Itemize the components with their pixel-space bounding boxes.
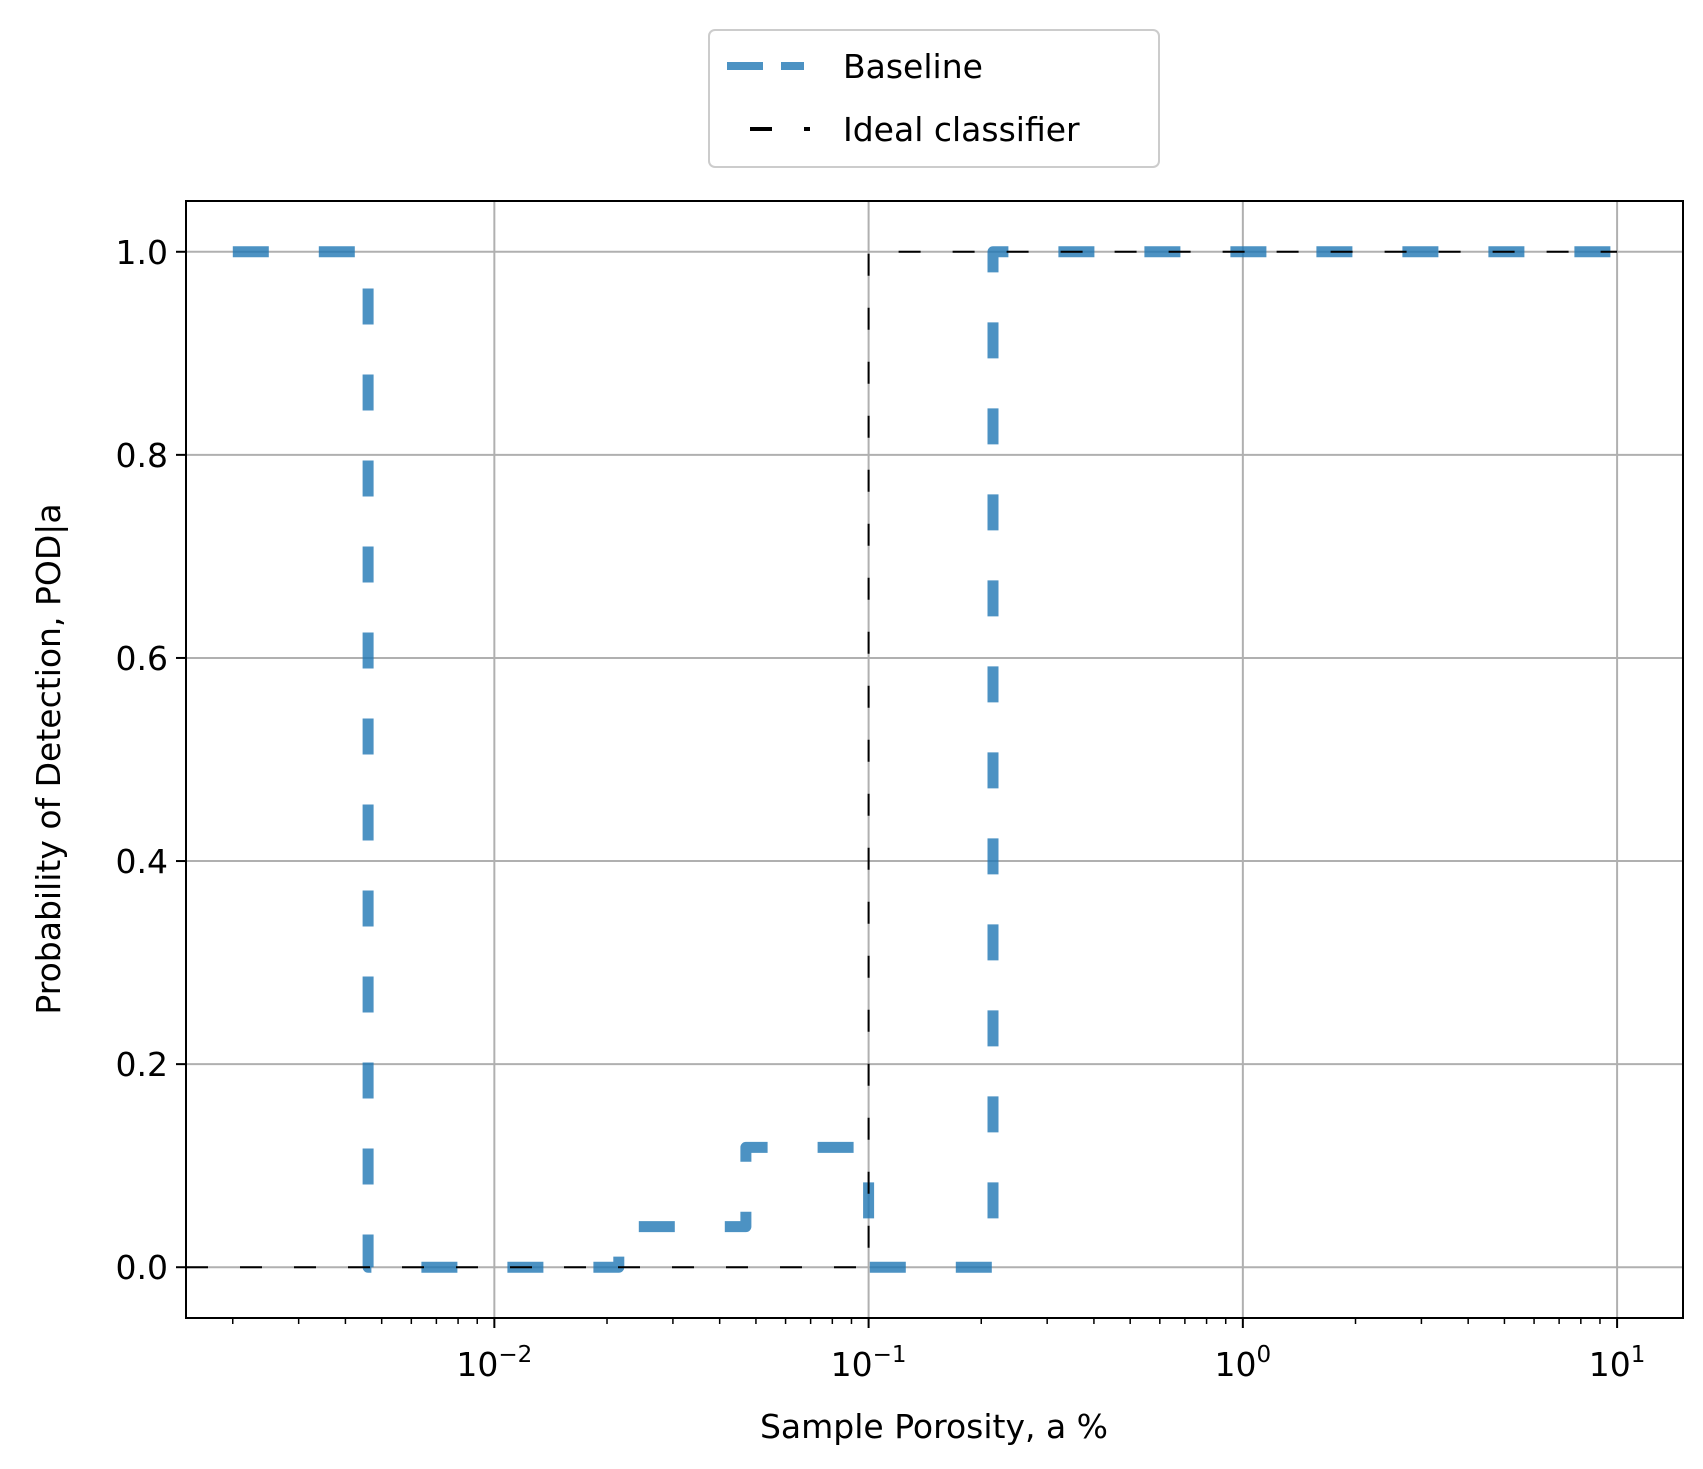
series-layer [186, 246, 1618, 1273]
x-tick-label-exponent: −1 [873, 1342, 907, 1368]
legend-baseline-label: Baseline [843, 47, 983, 86]
x-tick-label-exponent: 0 [1257, 1342, 1272, 1368]
tick-labels: 0.00.20.40.60.81.010−2 10−1 100 101 [116, 233, 1646, 1384]
series-line-ideal-classifier [186, 250, 1618, 1269]
x-tick-label: 10−1 [831, 1342, 907, 1384]
y-tick-label: 0.2 [116, 1045, 168, 1084]
legend-frame [708, 29, 1160, 168]
y-tick-label: 0.4 [116, 842, 168, 881]
ticks [176, 250, 1619, 1328]
y-tick-label: 1.0 [116, 233, 168, 272]
x-tick-label: 100 [1215, 1342, 1272, 1384]
y-axis-label: Probability of Detection, POD|a [29, 503, 68, 1014]
x-tick-label-exponent: 1 [1631, 1342, 1646, 1368]
plot-frame [185, 200, 1684, 1319]
x-tick-label-exponent: −2 [498, 1342, 532, 1368]
legend-ideal-label: Ideal classifier [843, 110, 1080, 149]
x-tick-label-base: 10 [456, 1345, 498, 1384]
series-line-baseline [232, 246, 1618, 1273]
x-tick-label: 101 [1589, 1342, 1646, 1384]
grid [186, 201, 1683, 1318]
x-tick-label: 10−2 [456, 1342, 532, 1384]
y-tick-label: 0.6 [116, 639, 168, 678]
x-tick-label-base: 10 [831, 1345, 873, 1384]
y-tick-label: 0.0 [116, 1248, 168, 1287]
y-tick-label: 0.8 [116, 436, 168, 475]
x-tick-label-base: 10 [1215, 1345, 1257, 1384]
legend: Baseline Ideal classifier [708, 29, 1160, 168]
x-axis-label: Sample Porosity, a % [760, 1407, 1108, 1446]
x-tick-label-base: 10 [1589, 1345, 1631, 1384]
